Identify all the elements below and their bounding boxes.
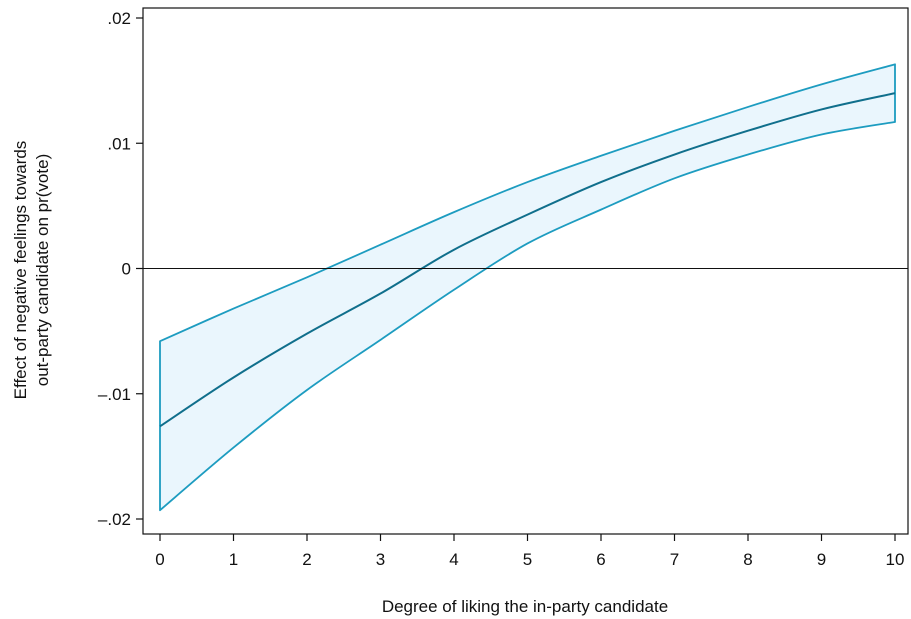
x-axis: 0 1 2 3 4 5 6 7 8 9 10 — [155, 534, 904, 569]
y-tick-label: .01 — [107, 134, 131, 153]
y-axis-title-line-1: Effect of negative feelings towards — [11, 141, 30, 400]
y-axis-title: Effect of negative feelings towards out-… — [11, 141, 52, 400]
confidence-band — [159, 63, 896, 512]
x-axis-title: Degree of liking the in-party candidate — [382, 597, 668, 616]
y-tick-label: –.01 — [98, 385, 131, 404]
marks — [159, 63, 896, 512]
y-tick-label: 0 — [122, 260, 131, 279]
x-tick-label: 9 — [817, 550, 826, 569]
y-axis: –.02 –.01 0 .01 .02 — [98, 9, 143, 529]
series-estimate-line — [159, 92, 896, 428]
x-tick-label: 0 — [155, 550, 164, 569]
x-tick-label: 7 — [670, 550, 679, 569]
x-tick-label: 3 — [376, 550, 385, 569]
y-tick-label: –.02 — [98, 510, 131, 529]
x-tick-label: 8 — [743, 550, 752, 569]
x-tick-label: 2 — [302, 550, 311, 569]
x-tick-label: 5 — [523, 550, 532, 569]
x-tick-label: 10 — [886, 550, 905, 569]
plot-area — [142, 7, 909, 535]
y-axis-title-line-2: out-party candidate on pr(vote) — [33, 154, 52, 386]
x-tick-label: 4 — [449, 550, 458, 569]
y-tick-label: .02 — [107, 9, 131, 28]
x-tick-label: 1 — [229, 550, 238, 569]
x-tick-label: 6 — [596, 550, 605, 569]
